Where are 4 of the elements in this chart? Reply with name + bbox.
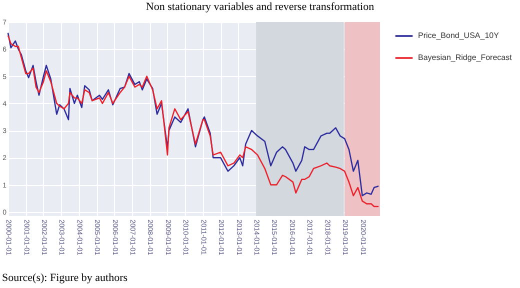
legend-label: Price_Bond_USA_10Y <box>418 31 500 40</box>
legend-label: Bayesian_Ridge_Forecast <box>418 53 513 62</box>
chart-title: Non stationary variables and reverse transformation <box>146 1 375 13</box>
source-note: Source(s): Figure by authors <box>2 272 128 284</box>
